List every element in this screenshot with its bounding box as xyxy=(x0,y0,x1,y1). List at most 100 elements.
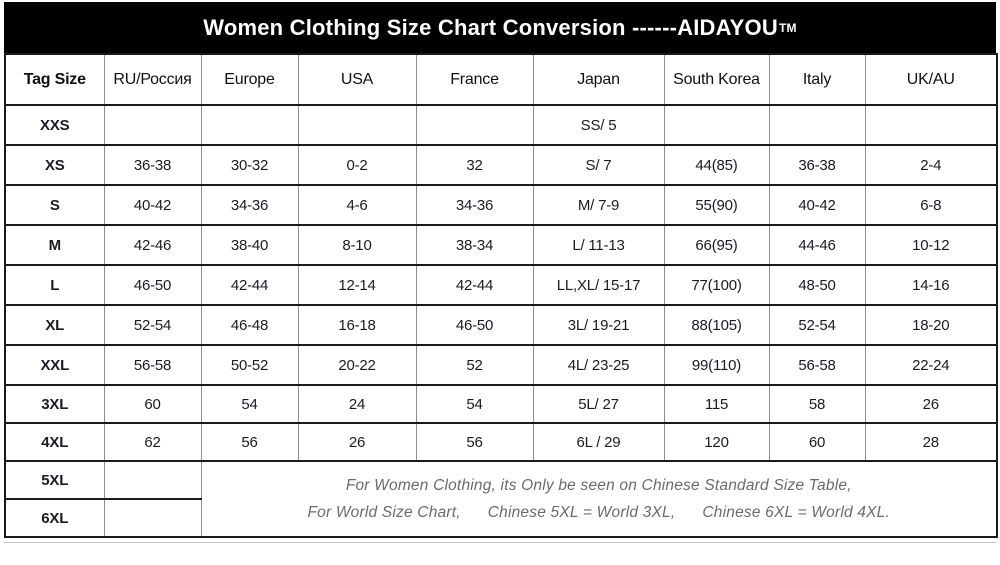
column-header-usa: USA xyxy=(297,53,416,105)
table-row-m: M 42-46 38-40 8-10 38-34 L/ 11-13 66(95)… xyxy=(4,224,997,265)
size-cell: 54 xyxy=(200,384,298,423)
size-cell: M/ 7-9 xyxy=(532,184,664,225)
size-cell: 46-48 xyxy=(200,304,298,345)
size-cell: 46-50 xyxy=(415,304,533,345)
size-cell: 20-22 xyxy=(297,344,416,385)
size-cell: 50-52 xyxy=(200,344,298,385)
row-label: 3XL xyxy=(4,384,104,423)
page-title: Women Clothing Size Chart Conversion ---… xyxy=(203,14,778,40)
size-cell: 26 xyxy=(864,384,997,423)
row-label: XL xyxy=(4,304,104,345)
size-cell: 58 xyxy=(768,384,865,423)
size-cell: 0-2 xyxy=(297,144,416,185)
footnote: For Women Clothing, its Only be seen on … xyxy=(200,460,997,537)
size-cell: SS/ 5 xyxy=(532,104,664,145)
table-row-5xl: 5XL For Women Clothing, its Only be seen… xyxy=(4,460,997,537)
size-chart-table: Tag Size RU/Россия Europe USA France Jap… xyxy=(4,53,998,538)
size-cell: 24 xyxy=(297,384,416,423)
size-cell: 34-36 xyxy=(415,184,533,225)
size-cell: 14-16 xyxy=(864,264,997,305)
row-label: XXS xyxy=(4,104,104,145)
row-label: 6XL xyxy=(4,498,104,537)
size-cell: 26 xyxy=(297,422,416,461)
size-cell: 16-18 xyxy=(297,304,416,345)
row-label: XXL xyxy=(4,344,104,385)
footnote-line-1: For Women Clothing, its Only be seen on … xyxy=(345,477,852,494)
size-cell-empty xyxy=(103,498,201,537)
size-cell: 36-38 xyxy=(768,144,865,185)
size-cell: 62 xyxy=(103,422,201,461)
size-cell: 60 xyxy=(768,422,865,461)
size-cell xyxy=(864,104,997,145)
size-cell xyxy=(768,104,865,145)
size-cell xyxy=(200,104,298,145)
size-cell-empty xyxy=(103,460,201,499)
column-header-japan: Japan xyxy=(532,53,664,105)
size-cell: 34-36 xyxy=(200,184,298,225)
size-cell: 42-46 xyxy=(103,224,201,265)
row-label: L xyxy=(4,264,104,305)
size-cell: 56 xyxy=(415,422,533,461)
size-cell: 10-12 xyxy=(864,224,997,265)
size-cell: S/ 7 xyxy=(532,144,664,185)
table-row-s: S 40-42 34-36 4-6 34-36 M/ 7-9 55(90) 40… xyxy=(4,184,997,225)
size-cell: 28 xyxy=(864,422,997,461)
size-cell: 6-8 xyxy=(864,184,997,225)
title-bar: Women Clothing Size Chart Conversion ---… xyxy=(4,2,996,53)
size-cell: 40-42 xyxy=(103,184,201,225)
size-cell xyxy=(297,104,416,145)
column-header-south-korea: South Korea xyxy=(663,53,769,105)
table-row-6xl: 6XL xyxy=(4,498,997,537)
size-cell: 6L / 29 xyxy=(532,422,664,461)
row-label: 4XL xyxy=(4,422,104,461)
row-label: M xyxy=(4,224,104,265)
row-label: 5XL xyxy=(4,460,104,499)
size-cell: 36-38 xyxy=(103,144,201,185)
column-header-uk-au: UK/AU xyxy=(864,53,997,105)
size-cell: 52 xyxy=(415,344,533,385)
size-cell: 115 xyxy=(663,384,769,423)
table-row-l: L 46-50 42-44 12-14 42-44 LL,XL/ 15-17 7… xyxy=(4,264,997,305)
size-cell: 8-10 xyxy=(297,224,416,265)
size-cell: 38-40 xyxy=(200,224,298,265)
size-cell: 4-6 xyxy=(297,184,416,225)
size-cell: 44-46 xyxy=(768,224,865,265)
size-cell: 42-44 xyxy=(200,264,298,305)
table-row-xl: XL 52-54 46-48 16-18 46-50 3L/ 19-21 88(… xyxy=(4,304,997,345)
footnote-line-2: For World Size Chart, Chinese 5XL = Worl… xyxy=(307,504,890,521)
size-cell: 46-50 xyxy=(103,264,201,305)
size-cell: 56-58 xyxy=(103,344,201,385)
table-row-xxs: XXS SS/ 5 xyxy=(4,104,997,145)
size-cell: 60 xyxy=(103,384,201,423)
size-cell: 77(100) xyxy=(663,264,769,305)
size-cell: 4L/ 23-25 xyxy=(532,344,664,385)
size-cell: 48-50 xyxy=(768,264,865,305)
size-cell: 3L/ 19-21 xyxy=(532,304,664,345)
size-cell xyxy=(415,104,533,145)
size-cell: 5L/ 27 xyxy=(532,384,664,423)
size-cell: L/ 11-13 xyxy=(532,224,664,265)
size-cell: 99(110) xyxy=(663,344,769,385)
table-row-3xl: 3XL 60 54 24 54 5L/ 27 115 58 26 xyxy=(4,384,997,423)
size-cell: 52-54 xyxy=(768,304,865,345)
size-cell xyxy=(663,104,769,145)
size-cell: LL,XL/ 15-17 xyxy=(532,264,664,305)
header-row: Tag Size RU/Россия Europe USA France Jap… xyxy=(4,53,997,105)
size-cell: 18-20 xyxy=(864,304,997,345)
size-cell: 56-58 xyxy=(768,344,865,385)
table-row-4xl: 4XL 62 56 26 56 6L / 29 120 60 28 xyxy=(4,422,997,461)
row-label: S xyxy=(4,184,104,225)
size-cell: 52-54 xyxy=(103,304,201,345)
table-row-xs: XS 36-38 30-32 0-2 32 S/ 7 44(85) 36-38 … xyxy=(4,144,997,185)
size-cell: 120 xyxy=(663,422,769,461)
column-header-ru: RU/Россия xyxy=(103,53,201,105)
size-cell: 54 xyxy=(415,384,533,423)
size-cell: 40-42 xyxy=(768,184,865,225)
size-cell: 66(95) xyxy=(663,224,769,265)
column-header-europe: Europe xyxy=(200,53,298,105)
size-cell: 88(105) xyxy=(663,304,769,345)
size-cell: 30-32 xyxy=(200,144,298,185)
size-cell: 56 xyxy=(200,422,298,461)
size-cell: 12-14 xyxy=(297,264,416,305)
